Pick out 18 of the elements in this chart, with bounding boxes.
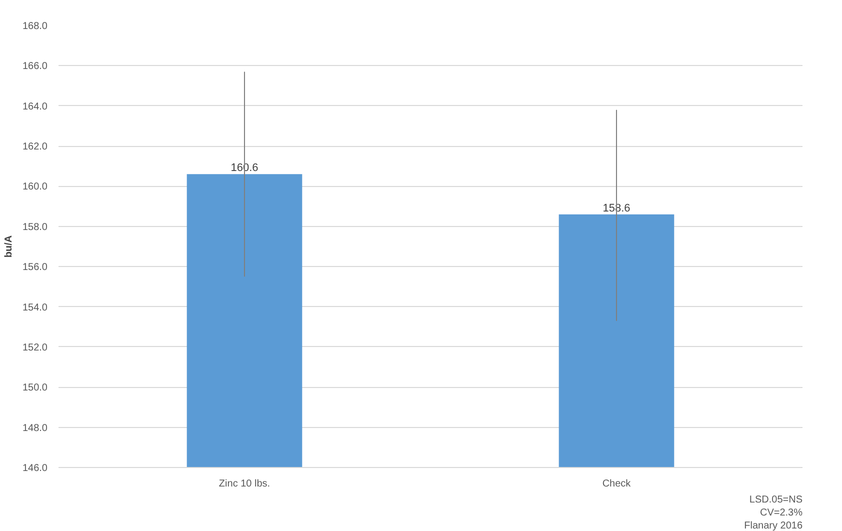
y-tick-label: 146.0 xyxy=(22,463,48,474)
x-tick-label: Check xyxy=(602,478,632,490)
text: CV=2.3% xyxy=(760,508,803,518)
text: LSD.05=NS xyxy=(749,494,803,506)
y-tick-label: 162.0 xyxy=(22,142,48,153)
y-tick-label: 160.0 xyxy=(22,182,48,193)
y-tick-label: 166.0 xyxy=(22,61,48,72)
y-tick-label: 154.0 xyxy=(22,302,48,314)
y-tick-label: 150.0 xyxy=(22,382,48,394)
text: Flanary 2016 xyxy=(744,520,803,531)
y-tick-label: 158.0 xyxy=(22,222,48,233)
y-axis-title: bu/A xyxy=(3,235,14,258)
y-tick-label: 152.0 xyxy=(22,342,48,354)
y-tick-label: 148.0 xyxy=(22,422,48,434)
x-tick-label: Zinc 10 lbs. xyxy=(218,478,270,490)
y-tick-label: 168.0 xyxy=(22,21,48,32)
y-tick-label: 156.0 xyxy=(22,262,48,274)
y-tick-label: 164.0 xyxy=(22,101,48,112)
